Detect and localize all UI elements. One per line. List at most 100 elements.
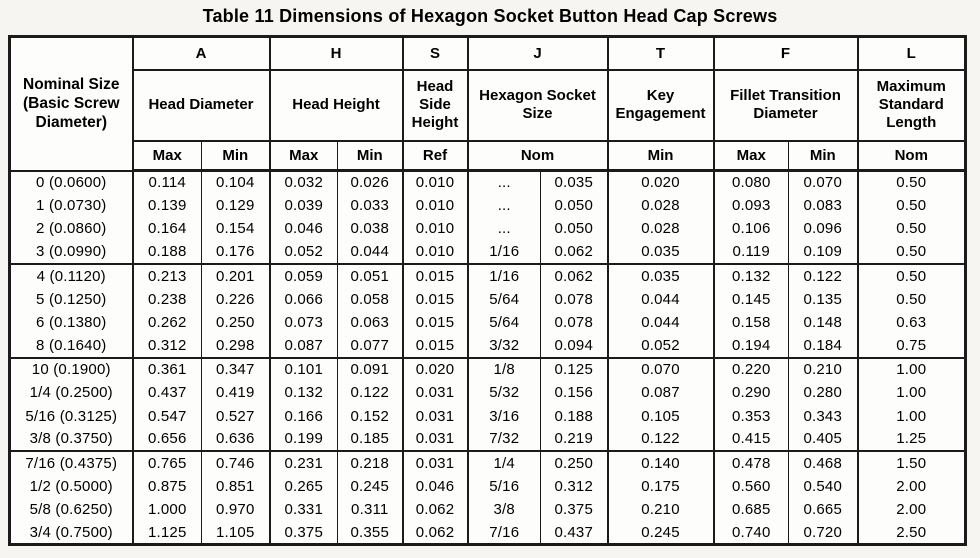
value-cell: 0.044	[606, 310, 714, 335]
value-cell: 0.145	[712, 287, 789, 311]
value-cell: 0.164	[131, 217, 202, 241]
value-cell: 0.343	[787, 404, 858, 428]
value-cell: 3/32	[466, 334, 541, 359]
value-cell: 0.140	[606, 451, 714, 475]
value-cell: 0.740	[712, 521, 789, 545]
value-cell: 0.015	[401, 287, 468, 311]
value-cell: 1.00	[856, 404, 966, 428]
value-cell: 0.176	[201, 240, 270, 266]
value-cell: 0.052	[268, 240, 338, 266]
value-cell: 0.132	[268, 381, 338, 405]
value-cell: 0.010	[401, 217, 468, 241]
value-cell: 0.746	[201, 451, 270, 475]
value-cell: 0.154	[201, 217, 270, 241]
header-letter-l: L	[856, 36, 966, 71]
header-f-max: Max	[712, 140, 789, 172]
value-cell: 0.020	[606, 170, 714, 194]
value-cell: 0.063	[337, 310, 403, 335]
value-cell: 0.50	[856, 287, 966, 311]
nominal-size-cell: 10 (0.1900)	[31, 361, 111, 379]
value-cell: 0.096	[787, 217, 858, 241]
value-cell: ...	[466, 193, 541, 218]
nominal-size-cell: 4 (0.1120)	[36, 267, 106, 285]
value-cell: 0.070	[606, 357, 714, 382]
header-description-row: Head Diameter Head Height Head Side Heig…	[10, 69, 966, 142]
value-cell: 0.125	[540, 357, 608, 382]
value-cell: 0.50	[856, 240, 966, 266]
value-cell: 0.062	[401, 521, 468, 545]
value-cell: 0.226	[201, 287, 270, 311]
header-head-diameter: Head Diameter	[131, 69, 270, 142]
value-cell: 0.038	[337, 217, 403, 241]
value-cell: 0.245	[337, 474, 403, 498]
value-cell: 0.290	[712, 381, 789, 405]
value-cell: 0.026	[337, 170, 403, 194]
value-cell: 0.231	[268, 451, 338, 475]
value-cell: 0.347	[201, 357, 270, 382]
value-cell: 0.63	[856, 310, 966, 335]
value-cell: 0.210	[787, 357, 858, 382]
value-cell: 0.188	[540, 404, 608, 428]
value-cell: 5/32	[466, 381, 541, 405]
header-s-ref: Ref	[401, 140, 468, 172]
nominal-size-cell: 1 (0.0730)	[36, 197, 107, 215]
table-row: 3/4 (0.7500) 1.125 1.105 0.375 0.355 0.062 7/1…	[10, 521, 966, 545]
value-cell: 0.050	[540, 193, 608, 218]
value-cell: 0.353	[712, 404, 789, 428]
value-cell: ...	[466, 170, 541, 194]
value-cell: 0.245	[606, 521, 714, 545]
table-title: Table 11 Dimensions of Hexagon Socket Bu…	[202, 6, 778, 26]
value-cell: 0.010	[401, 240, 468, 266]
table-row: 4 (0.1120) 0.213 0.201 0.059 0.051 0.015 1/16 0…	[10, 264, 966, 288]
nominal-size-cell: 7/16 (0.4375)	[25, 454, 118, 472]
value-cell: 1.50	[856, 451, 966, 475]
table-row: 0 (0.0600) 0.114 0.104 0.032 0.026 0.010... 0.…	[10, 170, 966, 194]
nominal-size-cell: 3/8 (0.3750)	[9, 427, 133, 453]
hex-socket-button-head-cap-screws-table: Nominal Size (Basic Screw Diameter) A H …	[8, 35, 968, 547]
value-cell: 0.035	[606, 264, 714, 288]
value-cell: 0.044	[606, 287, 714, 311]
value-cell: 0.062	[401, 497, 468, 522]
value-cell: 0.547	[131, 404, 202, 428]
value-cell: 0.158	[712, 310, 789, 335]
header-a-max: Max	[131, 140, 202, 172]
value-cell: 0.405	[787, 427, 858, 453]
value-cell: 1.125	[131, 521, 202, 545]
table-row: 1/4 (0.2500) 0.437 0.419 0.132 0.122 0.031 5/3…	[10, 381, 966, 405]
header-l-nom: Nom	[856, 140, 966, 172]
value-cell: 0.375	[268, 521, 338, 545]
value-cell: 0.685	[712, 497, 789, 522]
value-cell: 0.175	[606, 474, 714, 498]
value-cell: 0.135	[787, 287, 858, 311]
value-cell: 5/64	[466, 310, 541, 335]
value-cell: 0.020	[401, 357, 468, 382]
value-cell: 3/16	[466, 404, 541, 428]
value-cell: 0.058	[337, 287, 403, 311]
table-row: 5/16 (0.3125) 0.547 0.527 0.166 0.152 0.031 3/…	[10, 404, 966, 428]
value-cell: 0.355	[337, 521, 403, 545]
value-cell: 0.122	[787, 264, 858, 288]
header-nominal-size: Nominal Size (Basic Screw Diameter)	[9, 36, 133, 172]
header-key-engagement: Key Engagement	[606, 69, 714, 142]
value-cell: 1.00	[856, 381, 966, 405]
value-cell: 0.106	[712, 217, 789, 241]
value-cell: 0.028	[606, 193, 714, 218]
value-cell: 0.478	[712, 451, 789, 475]
value-cell: 0.265	[268, 474, 338, 498]
nominal-size-cell: 8 (0.1640)	[9, 334, 133, 359]
value-cell: 1/16	[466, 264, 541, 288]
value-cell: 0.031	[401, 427, 468, 453]
value-cell: 0.970	[201, 497, 270, 522]
value-cell: 0.298	[201, 334, 270, 359]
value-cell: 0.720	[787, 521, 858, 545]
value-cell: 0.213	[131, 264, 202, 288]
header-t-min: Min	[606, 140, 714, 172]
value-cell: 1/8	[466, 357, 541, 382]
value-cell: 0.166	[268, 404, 338, 428]
value-cell: 0.250	[540, 451, 608, 475]
value-cell: 0.035	[540, 170, 608, 194]
value-cell: 1.105	[201, 521, 270, 545]
value-cell: 0.094	[540, 334, 608, 359]
header-letter-j: J	[466, 36, 608, 71]
value-cell: 0.122	[606, 427, 714, 453]
